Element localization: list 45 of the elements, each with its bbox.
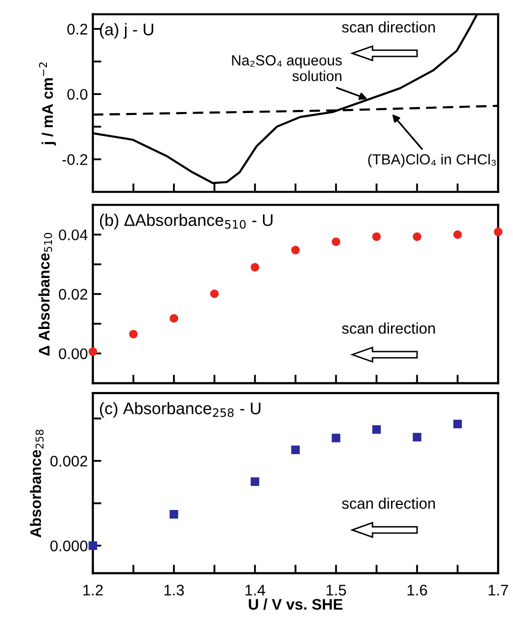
annotation: (a) j - U — [100, 23, 154, 39]
y-axis-title: Absorbance$_{258}$ — [30, 430, 44, 538]
y-tick-label: 0.00 — [58, 348, 88, 360]
point — [412, 232, 422, 241]
x-axis-title: U / V vs. SHE — [248, 598, 342, 610]
annotation: (TBA)ClO₄ in CHCl₃ — [368, 154, 496, 168]
point — [250, 477, 260, 486]
annotation: (b) ΔAbsorbance$_{510}$ - U — [100, 214, 272, 230]
point — [170, 510, 178, 519]
point — [291, 446, 300, 454]
point — [372, 425, 381, 434]
point — [88, 347, 98, 356]
point — [170, 314, 178, 323]
point — [88, 541, 98, 550]
point — [453, 420, 462, 428]
x-tick-label: 1.5 — [326, 584, 346, 596]
y-axis-title: Δ Absorbance$_{510}$ — [38, 232, 52, 356]
x-tick-label: 1.6 — [408, 584, 428, 596]
point — [332, 434, 340, 442]
point — [250, 263, 260, 272]
annotation: scan direction — [342, 21, 435, 33]
point — [291, 246, 300, 254]
point — [412, 432, 422, 442]
y-tick-label: 0.04 — [58, 229, 88, 240]
point — [494, 228, 502, 236]
y-tick-label: 0.0 — [67, 88, 88, 100]
x-tick-label: 1.3 — [164, 584, 184, 596]
y-tick-label: 0.02 — [58, 288, 88, 300]
annotation: scan direction — [342, 498, 435, 509]
y-tick-label: -0.2 — [62, 154, 88, 165]
annotation: scan direction — [342, 322, 435, 334]
x-tick-label: 1.2 — [83, 584, 103, 596]
y-tick-label: 0.2 — [67, 24, 88, 35]
x-tick-label: 1.7 — [488, 584, 508, 596]
point — [129, 330, 138, 338]
annotation: Na₂SO₄ aqueous solution — [232, 55, 342, 82]
point — [210, 289, 219, 298]
point — [453, 230, 462, 239]
x-tick-label: 1.4 — [246, 584, 266, 596]
point — [372, 232, 381, 241]
y-tick-label: 0.002 — [50, 456, 88, 467]
point — [332, 237, 340, 246]
y-tick-label: 0.000 — [50, 540, 88, 552]
y-axis-title: j / mA cm$^{−2}$ — [39, 62, 56, 146]
annotation: (c) Absorbance$_{258}$ - U — [100, 402, 260, 418]
